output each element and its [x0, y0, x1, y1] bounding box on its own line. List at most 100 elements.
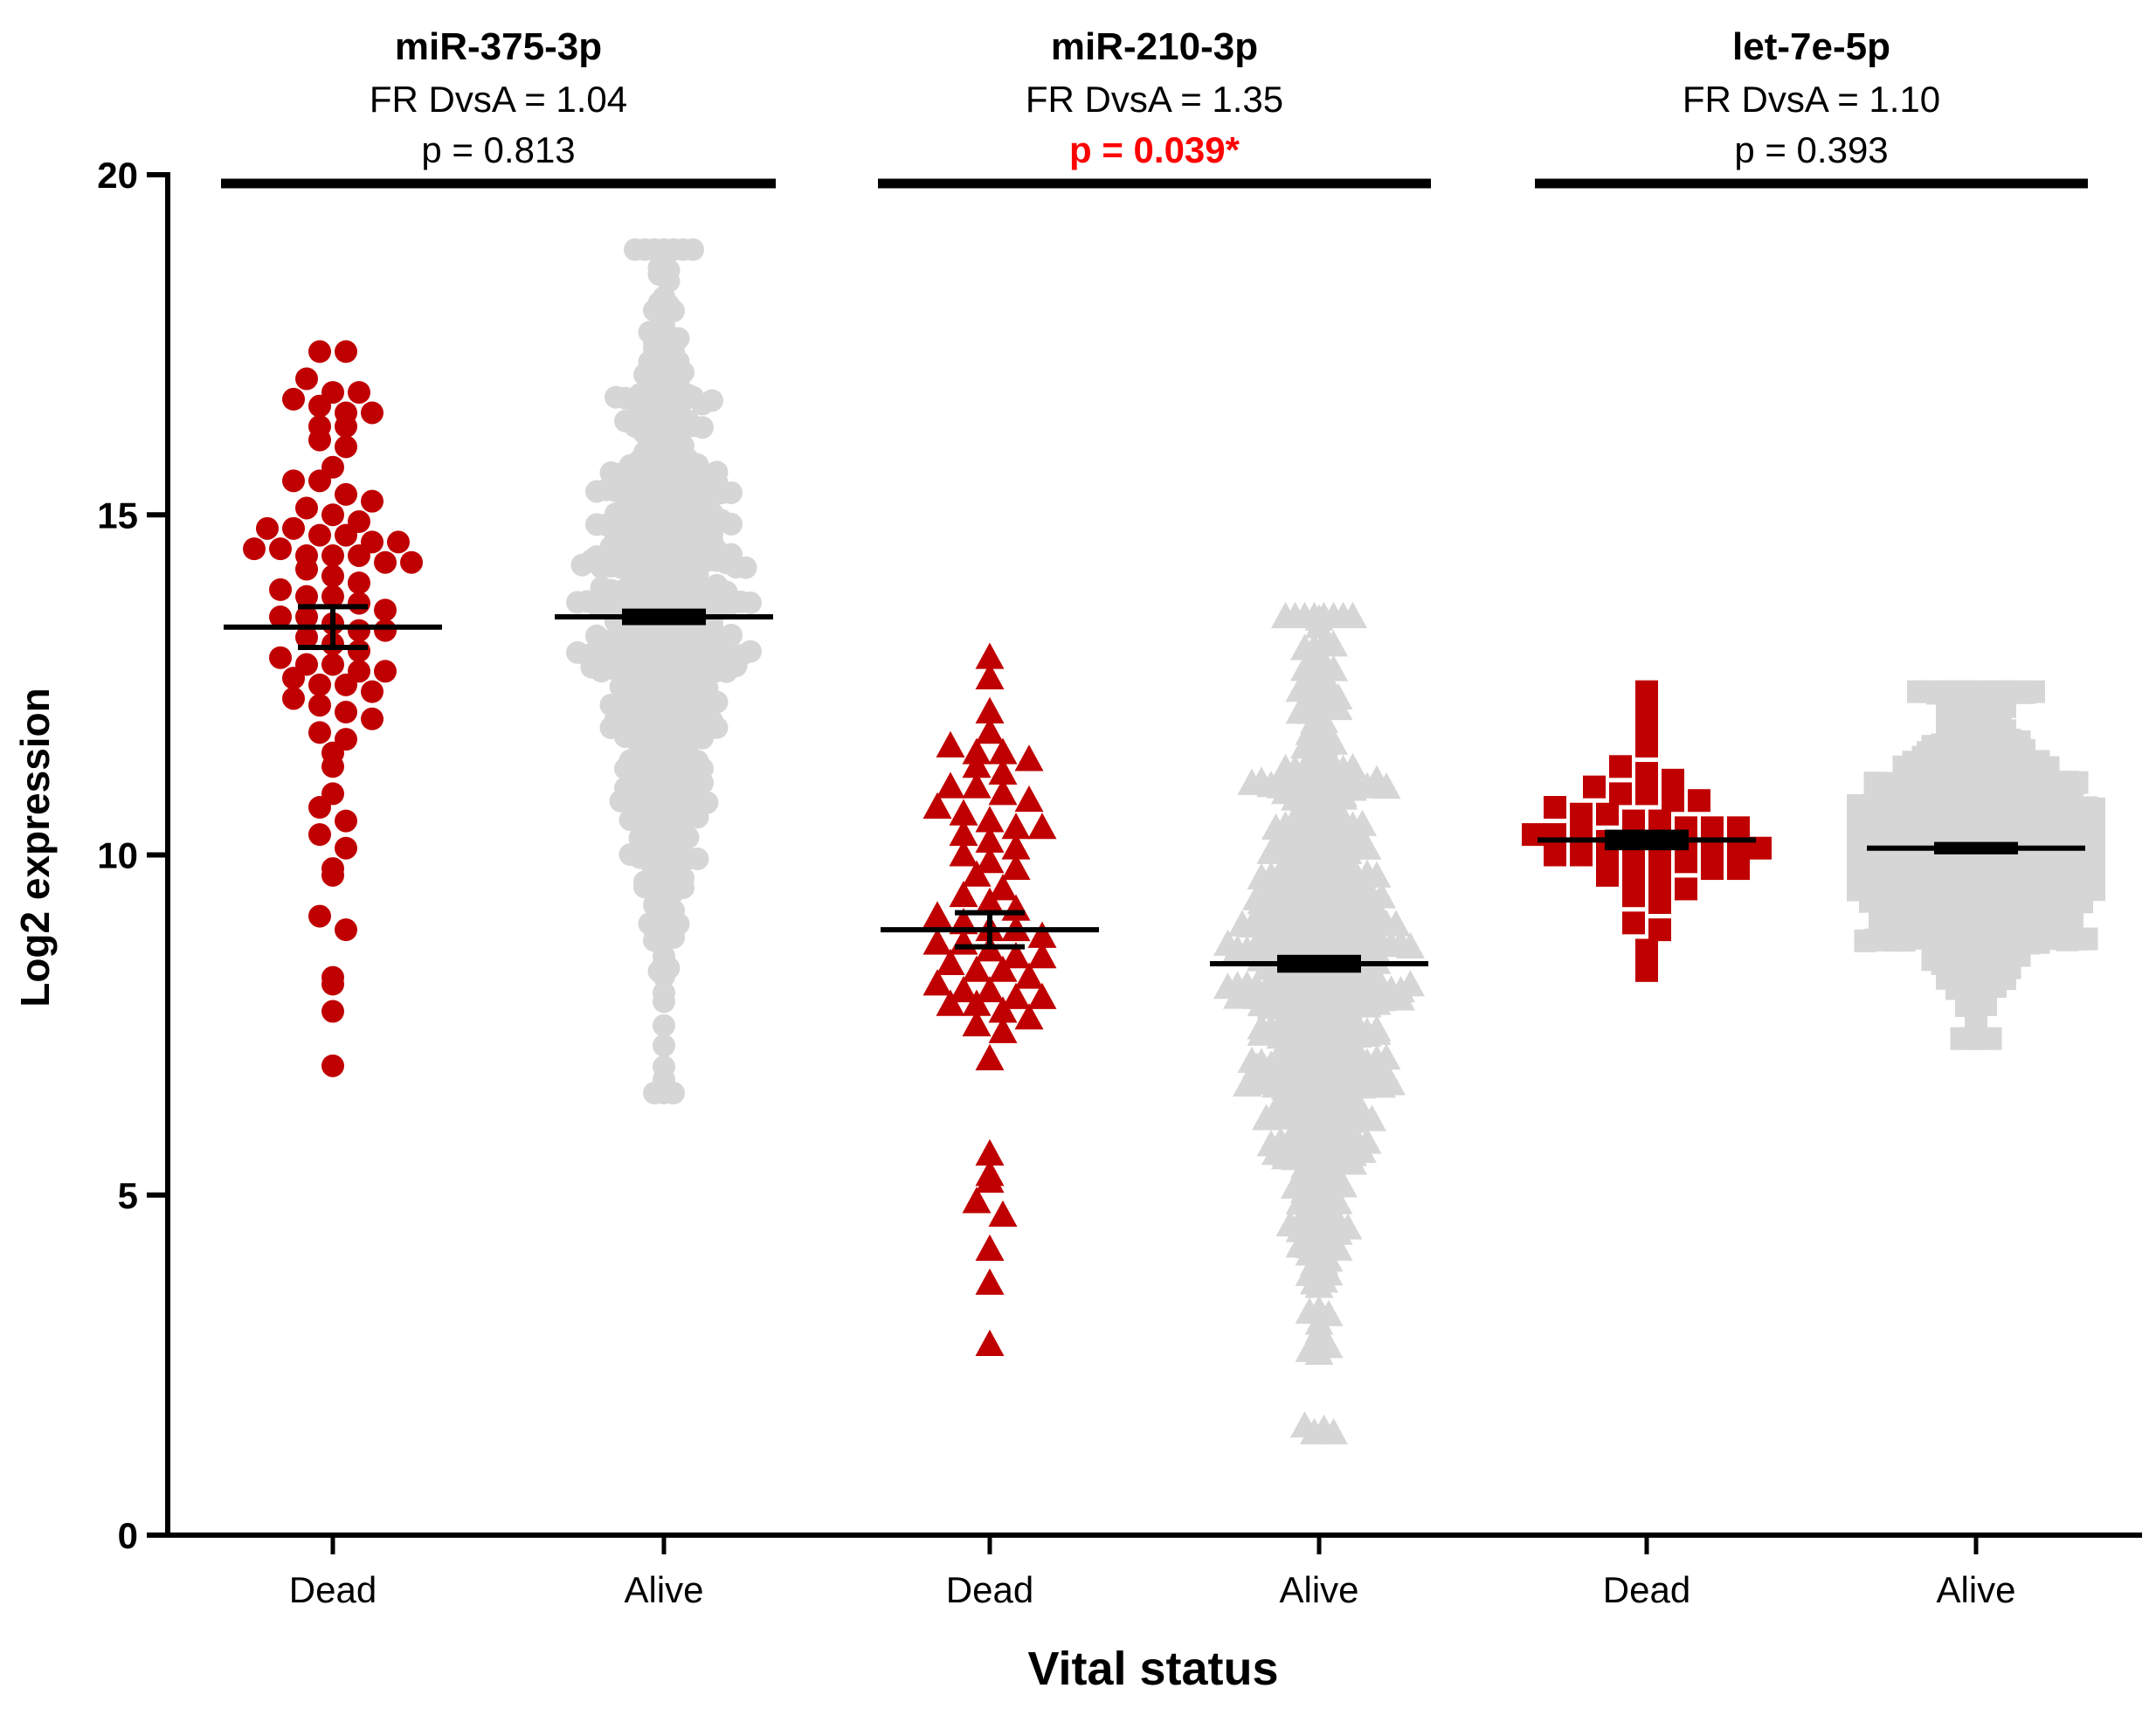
square-point-dead	[1622, 850, 1645, 874]
circle-point-dead	[321, 503, 344, 527]
circle-point-dead	[321, 585, 344, 608]
triangle-point-dead	[962, 989, 992, 1016]
y-tick-label: 15	[97, 495, 138, 536]
triangle-point-dead	[923, 792, 952, 819]
triangle-point-dead	[1027, 813, 1057, 840]
circle-point-alive	[739, 640, 762, 663]
triangle-point-alive	[1372, 1043, 1401, 1070]
triangle-point-dead	[949, 840, 978, 867]
circle-point-alive	[653, 981, 675, 1005]
p-value-label: p = 0.813	[421, 129, 575, 170]
triangle-point-alive	[1367, 882, 1396, 909]
circle-point-alive	[734, 556, 757, 579]
circle-point-dead	[321, 782, 344, 806]
triangle-point-dead	[975, 1329, 1005, 1356]
alive-points-layer	[566, 238, 2105, 1445]
triangle-point-dead	[1027, 921, 1057, 948]
circle-point-dead	[335, 482, 357, 506]
dead-points-layer	[243, 340, 1772, 1356]
triangle-point-alive	[1381, 910, 1411, 937]
square-point-dead	[1727, 857, 1750, 881]
triangle-point-alive	[1329, 1083, 1358, 1110]
circle-point-alive	[681, 238, 704, 261]
square-point-dead	[1635, 782, 1658, 806]
y-tick-label: 5	[118, 1175, 138, 1216]
square-point-alive	[2022, 680, 2045, 703]
sem-bar	[1277, 954, 1361, 973]
circle-point-dead	[361, 707, 384, 730]
triangle-point-dead	[988, 955, 1018, 982]
circle-point-dead	[295, 367, 318, 391]
triangle-point-dead	[1027, 982, 1057, 1009]
triangle-point-alive	[1358, 1104, 1386, 1131]
circle-point-alive	[705, 460, 729, 484]
circle-point-dead	[374, 550, 397, 574]
triangle-point-alive	[1362, 861, 1392, 888]
circle-point-dead	[243, 537, 266, 561]
circle-point-dead	[335, 836, 357, 860]
triangle-point-dead	[1014, 785, 1044, 813]
fold-ratio-label: FR DvsA = 1.35	[1026, 79, 1283, 120]
circle-point-dead	[321, 653, 344, 676]
circle-point-dead	[308, 340, 331, 363]
p-value-label: p = 0.039*	[1069, 129, 1240, 170]
square-point-dead	[1662, 768, 1684, 792]
triangle-point-alive	[1338, 601, 1367, 628]
triangle-point-alive	[1319, 1417, 1348, 1445]
square-point-dead	[1609, 782, 1632, 806]
square-point-dead	[1622, 911, 1645, 935]
circle-point-dead	[335, 401, 357, 425]
x-tick-label: Dead	[946, 1569, 1033, 1610]
triangle-point-dead	[1001, 853, 1031, 881]
circle-point-dead	[374, 619, 397, 642]
triangle-point-dead	[975, 662, 1005, 690]
square-point-dead	[1570, 802, 1593, 826]
triangle-point-dead	[975, 806, 1005, 833]
circle-point-alive	[653, 1034, 675, 1057]
circle-point-alive	[653, 1014, 675, 1037]
triangle-point-dead	[975, 1159, 1005, 1187]
triangle-point-dead	[936, 948, 965, 975]
circle-point-dead	[374, 660, 397, 683]
y-axis-label: Log2 expression	[12, 688, 58, 1007]
circle-point-dead	[361, 680, 384, 703]
circle-point-dead	[348, 381, 370, 405]
square-point-dead	[1648, 890, 1671, 914]
circle-point-dead	[335, 918, 357, 942]
square-point-dead	[1635, 938, 1658, 962]
square-point-dead	[1622, 884, 1645, 908]
square-point-dead	[1622, 809, 1645, 833]
triangle-point-alive	[1377, 1069, 1406, 1096]
circle-point-dead	[321, 1054, 344, 1077]
circle-point-dead	[282, 469, 305, 493]
triangle-point-dead	[975, 975, 1005, 1003]
fold-ratio-label: FR DvsA = 1.04	[370, 79, 627, 120]
triangle-point-dead	[962, 771, 992, 799]
circle-point-dead	[335, 435, 357, 459]
circle-point-alive	[720, 512, 743, 536]
panel-header-layer: miR-375-3p FR DvsA = 1.04 p = 0.813 miR-210…	[221, 25, 2088, 189]
triangle-point-dead	[1014, 962, 1044, 989]
x-tick-label: Dead	[289, 1569, 377, 1610]
circle-point-dead	[295, 585, 318, 608]
square-point-dead	[1648, 809, 1671, 833]
circle-point-alive	[701, 389, 723, 412]
circle-point-dead	[321, 564, 344, 588]
triangle-point-dead	[988, 1016, 1018, 1043]
circle-point-dead	[374, 598, 397, 622]
circle-point-dead	[282, 516, 305, 540]
triangle-point-alive	[1319, 630, 1348, 657]
circle-point-dead	[335, 728, 357, 751]
circle-point-dead	[295, 653, 318, 676]
triangle-point-dead	[975, 1268, 1005, 1295]
circle-point-alive	[667, 327, 690, 350]
triangle-point-alive	[1338, 752, 1367, 780]
circle-point-dead	[308, 694, 331, 717]
triangle-point-dead	[1001, 942, 1031, 969]
square-point-dead	[1648, 918, 1671, 942]
circle-point-dead	[387, 530, 410, 554]
circle-point-dead	[295, 605, 318, 629]
square-point-dead	[1635, 680, 1658, 703]
circle-point-dead	[361, 489, 384, 513]
circle-point-dead	[321, 381, 344, 405]
